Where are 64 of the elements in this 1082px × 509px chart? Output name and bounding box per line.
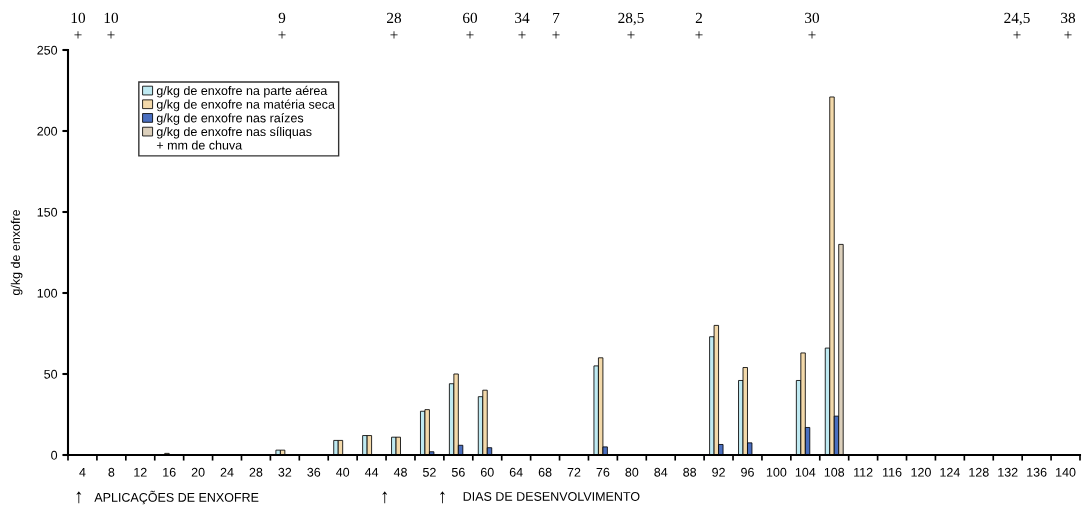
x-tick-label: 68 (538, 467, 552, 477)
legend-label: g/kg de enxofre na parte aérea (156, 85, 328, 98)
x-tick-label: 100 (766, 467, 787, 477)
x-tick-label: 56 (451, 467, 465, 477)
x-tick-label: 64 (509, 467, 523, 477)
x-tick-label: 132 (998, 467, 1018, 477)
text: ↑ (76, 491, 82, 504)
text: ↑ (382, 491, 388, 504)
legend-label: g/kg de enxofre na matéria seca (156, 99, 335, 112)
text: 24,5 + (1004, 12, 1030, 39)
y-axis-title: g/kg de enxofre (10, 209, 23, 296)
x-tick-label: 88 (683, 467, 697, 477)
y-tick-label: 200 (37, 126, 58, 136)
x-tick-label: 52 (422, 467, 436, 477)
x-tick-label: 92 (712, 467, 725, 477)
x-tick-label: 116 (883, 467, 902, 477)
text: 28,5 + (618, 12, 644, 39)
x-tick-label: 136 (1027, 467, 1047, 477)
x-tick-label: 28 (249, 467, 263, 477)
x-axis-title: DIAS DE DESENVOLVIMENTO (463, 492, 640, 501)
x-tick-label: 32 (278, 467, 292, 477)
text: 10 + (104, 12, 119, 39)
x-tick-label: 96 (741, 467, 754, 477)
x-tick-label: 112 (854, 467, 873, 477)
annotation: + mm de chuva (156, 140, 243, 150)
x-tick-label: 128 (969, 467, 989, 477)
x-tick-label: 72 (567, 467, 581, 477)
x-tick-label: 60 (480, 467, 494, 477)
text: 9 + (278, 12, 286, 39)
legend-label: g/kg de enxofre nas síliquas (156, 126, 312, 139)
x-tick-label: 108 (824, 467, 845, 477)
x-tick-label: 44 (364, 467, 379, 477)
x-tick-label: 80 (625, 467, 639, 477)
text: 2 + (695, 12, 703, 39)
x-tick-label: 12 (134, 467, 147, 477)
x-tick-label: 104 (795, 467, 816, 477)
x-tick-label: 20 (191, 467, 205, 477)
x-tick-label: 84 (654, 467, 668, 477)
legend-label: g/kg de enxofre nas raízes (156, 113, 304, 125)
text: APLICAÇÕES DE ENXOFRE (94, 490, 259, 505)
x-tick-label: 48 (393, 467, 407, 477)
x-tick-label: 124 (940, 467, 960, 477)
x-tick-label: 16 (163, 467, 176, 477)
x-tick-label: 36 (307, 467, 321, 477)
y-tick-label: 150 (37, 207, 58, 217)
text: 34 + (515, 12, 530, 39)
text: 28 + (387, 12, 402, 39)
x-tick-label: 8 (108, 467, 115, 477)
x-tick-label: 76 (596, 467, 610, 477)
x-tick-label: 120 (911, 467, 931, 477)
text: 60 + (463, 12, 478, 39)
y-tick-label: 100 (37, 288, 58, 298)
y-tick-label: 50 (44, 369, 58, 379)
text: 38 + (1061, 12, 1076, 39)
text: 30 + (805, 12, 820, 39)
x-tick-label: 40 (336, 467, 350, 477)
text: ↑ (440, 491, 445, 504)
text: 7 + (552, 12, 560, 39)
y-tick-label: 0 (51, 450, 58, 460)
x-tick-label: 24 (220, 467, 234, 477)
text: 10 + (71, 12, 86, 39)
y-tick-label: 250 (37, 45, 58, 55)
x-tick-label: 140 (1056, 467, 1076, 477)
x-tick-label: 4 (79, 467, 86, 477)
